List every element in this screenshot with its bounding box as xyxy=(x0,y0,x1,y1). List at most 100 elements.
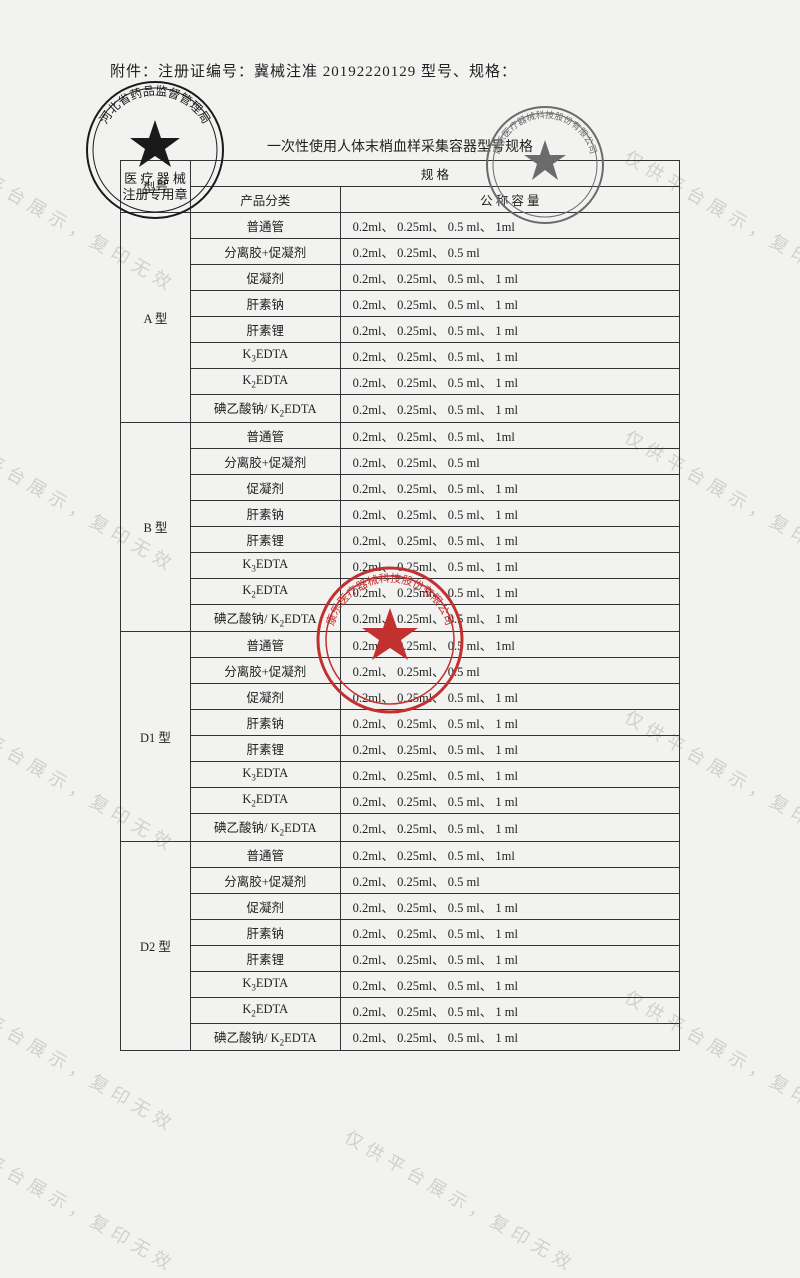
volume-cell: 0.2ml、 0.25ml、 0.5 ml、 1 ml xyxy=(340,291,679,317)
table-row: 促凝剂0.2ml、 0.25ml、 0.5 ml、 1 ml xyxy=(121,265,680,291)
volume-cell: 0.2ml、 0.25ml、 0.5 ml、 1 ml xyxy=(340,814,679,842)
category-cell: 碘乙酸钠/ K2EDTA xyxy=(190,395,340,423)
model-cell: B 型 xyxy=(121,422,191,632)
volume-cell: 0.2ml、 0.25ml、 0.5 ml、 1 ml xyxy=(340,317,679,343)
document-page: 附件：注册证编号：冀械注准 20192220129 型号、规格： 河北省药品监督… xyxy=(50,60,750,1051)
volume-cell: 0.2ml、 0.25ml、 0.5 ml xyxy=(340,867,679,893)
category-cell: 分离胶+促凝剂 xyxy=(190,867,340,893)
category-cell: K3EDTA xyxy=(190,343,340,369)
volume-cell: 0.2ml、 0.25ml、 0.5 ml、 1 ml xyxy=(340,265,679,291)
volume-cell: 0.2ml、 0.25ml、 0.5 ml、 1 ml xyxy=(340,997,679,1023)
category-cell: 碘乙酸钠/ K2EDTA xyxy=(190,814,340,842)
table-row: 促凝剂0.2ml、 0.25ml、 0.5 ml、 1 ml xyxy=(121,684,680,710)
volume-cell: 0.2ml、 0.25ml、 0.5 ml、 1 ml xyxy=(340,762,679,788)
table-row: K2EDTA0.2ml、 0.25ml、 0.5 ml、 1 ml xyxy=(121,788,680,814)
table-row: 肝素钠0.2ml、 0.25ml、 0.5 ml、 1 ml xyxy=(121,291,680,317)
table-row: 分离胶+促凝剂0.2ml、 0.25ml、 0.5 ml xyxy=(121,867,680,893)
table-row: 碘乙酸钠/ K2EDTA0.2ml、 0.25ml、 0.5 ml、 1 ml xyxy=(121,604,680,632)
header-line: 附件：注册证编号：冀械注准 20192220129 型号、规格： xyxy=(110,60,750,81)
category-cell: 肝素锂 xyxy=(190,945,340,971)
category-cell: K2EDTA xyxy=(190,788,340,814)
category-cell: 碘乙酸钠/ K2EDTA xyxy=(190,604,340,632)
table-row: K3EDTA0.2ml、 0.25ml、 0.5 ml、 1 ml xyxy=(121,971,680,997)
table-row: 肝素钠0.2ml、 0.25ml、 0.5 ml、 1 ml xyxy=(121,919,680,945)
category-cell: 碘乙酸钠/ K2EDTA xyxy=(190,1023,340,1051)
table-row: K3EDTA0.2ml、 0.25ml、 0.5 ml、 1 ml xyxy=(121,762,680,788)
category-cell: 普通管 xyxy=(190,632,340,658)
category-cell: 分离胶+促凝剂 xyxy=(190,448,340,474)
category-cell: K3EDTA xyxy=(190,762,340,788)
volume-cell: 0.2ml、 0.25ml、 0.5 ml、 1 ml xyxy=(340,552,679,578)
table-row: 促凝剂0.2ml、 0.25ml、 0.5 ml、 1 ml xyxy=(121,893,680,919)
table-row: 分离胶+促凝剂0.2ml、 0.25ml、 0.5 ml xyxy=(121,658,680,684)
volume-cell: 0.2ml、 0.25ml、 0.5 ml、 1 ml xyxy=(340,369,679,395)
volume-cell: 0.2ml、 0.25ml、 0.5 ml xyxy=(340,239,679,265)
table-row: K2EDTA0.2ml、 0.25ml、 0.5 ml、 1 ml xyxy=(121,997,680,1023)
category-cell: 促凝剂 xyxy=(190,684,340,710)
category-cell: 肝素锂 xyxy=(190,736,340,762)
watermark-text: 仅供平台展示，复印无效 xyxy=(340,1123,582,1278)
table-row: 肝素锂0.2ml、 0.25ml、 0.5 ml、 1 ml xyxy=(121,736,680,762)
table-row: 碘乙酸钠/ K2EDTA0.2ml、 0.25ml、 0.5 ml、 1 ml xyxy=(121,395,680,423)
volume-cell: 0.2ml、 0.25ml、 0.5 ml、 1ml xyxy=(340,632,679,658)
spec-table: 型号 规 格 产品分类 公 称 容 量 A 型普通管0.2ml、 0.25ml、… xyxy=(120,160,680,1051)
category-cell: 普通管 xyxy=(190,841,340,867)
table-row: 肝素锂0.2ml、 0.25ml、 0.5 ml、 1 ml xyxy=(121,317,680,343)
table-row: D1 型普通管0.2ml、 0.25ml、 0.5 ml、 1ml xyxy=(121,632,680,658)
category-cell: 促凝剂 xyxy=(190,893,340,919)
watermark-text: 仅供平台展示，复印无效 xyxy=(0,1123,182,1278)
table-row: 分离胶+促凝剂0.2ml、 0.25ml、 0.5 ml xyxy=(121,448,680,474)
table-row: 分离胶+促凝剂0.2ml、 0.25ml、 0.5 ml xyxy=(121,239,680,265)
volume-cell: 0.2ml、 0.25ml、 0.5 ml xyxy=(340,658,679,684)
table-row: B 型普通管0.2ml、 0.25ml、 0.5 ml、 1ml xyxy=(121,422,680,448)
volume-cell: 0.2ml、 0.25ml、 0.5 ml、 1ml xyxy=(340,213,679,239)
category-cell: 促凝剂 xyxy=(190,265,340,291)
category-cell: 分离胶+促凝剂 xyxy=(190,658,340,684)
table-row: 肝素钠0.2ml、 0.25ml、 0.5 ml、 1 ml xyxy=(121,500,680,526)
category-cell: K3EDTA xyxy=(190,552,340,578)
table-row: 肝素锂0.2ml、 0.25ml、 0.5 ml、 1 ml xyxy=(121,945,680,971)
col-model: 型号 xyxy=(121,161,191,213)
volume-cell: 0.2ml、 0.25ml、 0.5 ml、 1 ml xyxy=(340,1023,679,1051)
table-body: A 型普通管0.2ml、 0.25ml、 0.5 ml、 1ml分离胶+促凝剂0… xyxy=(121,213,680,1051)
category-cell: K2EDTA xyxy=(190,997,340,1023)
table-row: K3EDTA0.2ml、 0.25ml、 0.5 ml、 1 ml xyxy=(121,552,680,578)
volume-cell: 0.2ml、 0.25ml、 0.5 ml、 1 ml xyxy=(340,578,679,604)
volume-cell: 0.2ml、 0.25ml、 0.5 ml、 1ml xyxy=(340,422,679,448)
volume-cell: 0.2ml、 0.25ml、 0.5 ml、 1 ml xyxy=(340,395,679,423)
table-row: 碘乙酸钠/ K2EDTA0.2ml、 0.25ml、 0.5 ml、 1 ml xyxy=(121,1023,680,1051)
category-cell: K2EDTA xyxy=(190,369,340,395)
category-cell: 普通管 xyxy=(190,422,340,448)
category-cell: 促凝剂 xyxy=(190,474,340,500)
category-cell: 肝素钠 xyxy=(190,291,340,317)
col-category: 产品分类 xyxy=(190,187,340,213)
category-cell: K3EDTA xyxy=(190,971,340,997)
volume-cell: 0.2ml、 0.25ml、 0.5 ml、 1 ml xyxy=(340,526,679,552)
table-row: 肝素钠0.2ml、 0.25ml、 0.5 ml、 1 ml xyxy=(121,710,680,736)
col-spec: 规 格 xyxy=(190,161,679,187)
table-row: K3EDTA0.2ml、 0.25ml、 0.5 ml、 1 ml xyxy=(121,343,680,369)
table-row: 碘乙酸钠/ K2EDTA0.2ml、 0.25ml、 0.5 ml、 1 ml xyxy=(121,814,680,842)
model-cell: A 型 xyxy=(121,213,191,423)
svg-text:河北省药品监督管理局: 河北省药品监督管理局 xyxy=(97,84,214,127)
category-cell: 肝素钠 xyxy=(190,919,340,945)
volume-cell: 0.2ml、 0.25ml、 0.5 ml、 1ml xyxy=(340,841,679,867)
volume-cell: 0.2ml、 0.25ml、 0.5 ml、 1 ml xyxy=(340,736,679,762)
volume-cell: 0.2ml、 0.25ml、 0.5 ml、 1 ml xyxy=(340,893,679,919)
volume-cell: 0.2ml、 0.25ml、 0.5 ml、 1 ml xyxy=(340,500,679,526)
volume-cell: 0.2ml、 0.25ml、 0.5 ml、 1 ml xyxy=(340,788,679,814)
table-row: K2EDTA0.2ml、 0.25ml、 0.5 ml、 1 ml xyxy=(121,369,680,395)
volume-cell: 0.2ml、 0.25ml、 0.5 ml、 1 ml xyxy=(340,971,679,997)
volume-cell: 0.2ml、 0.25ml、 0.5 ml、 1 ml xyxy=(340,919,679,945)
category-cell: 肝素锂 xyxy=(190,526,340,552)
volume-cell: 0.2ml、 0.25ml、 0.5 ml xyxy=(340,448,679,474)
category-cell: 肝素锂 xyxy=(190,317,340,343)
volume-cell: 0.2ml、 0.25ml、 0.5 ml、 1 ml xyxy=(340,684,679,710)
volume-cell: 0.2ml、 0.25ml、 0.5 ml、 1 ml xyxy=(340,604,679,632)
category-cell: K2EDTA xyxy=(190,578,340,604)
table-row: K2EDTA0.2ml、 0.25ml、 0.5 ml、 1 ml xyxy=(121,578,680,604)
table-row: D2 型普通管0.2ml、 0.25ml、 0.5 ml、 1ml xyxy=(121,841,680,867)
table-row: 肝素锂0.2ml、 0.25ml、 0.5 ml、 1 ml xyxy=(121,526,680,552)
model-cell: D1 型 xyxy=(121,632,191,842)
category-cell: 普通管 xyxy=(190,213,340,239)
